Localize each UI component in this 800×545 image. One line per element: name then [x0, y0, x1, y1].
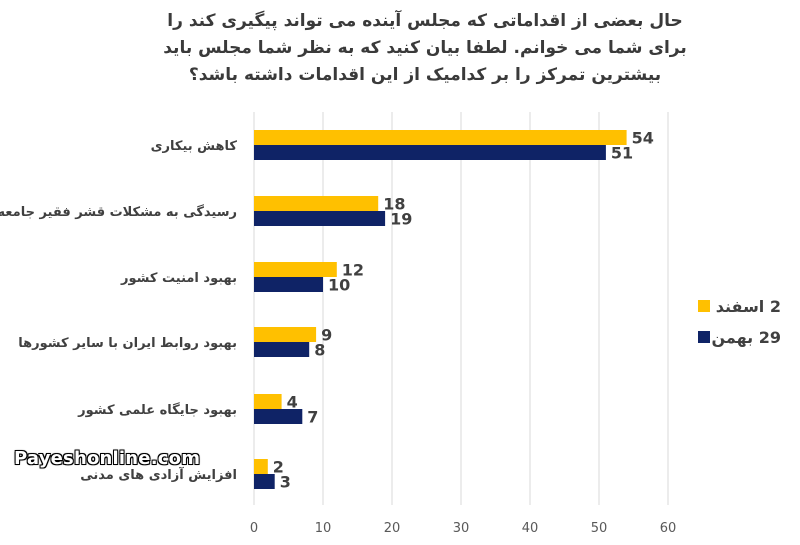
data-label: 3	[280, 473, 291, 492]
bar-esfand-2-3	[254, 327, 317, 342]
data-label: 54	[632, 129, 654, 148]
bar-esfand-2-0	[254, 130, 627, 145]
legend-label: 29 بهمن	[711, 328, 781, 347]
bar-bahman-29-0	[254, 145, 606, 160]
bar-bahman-29-1	[254, 211, 386, 226]
data-label: 7	[307, 408, 318, 427]
x-tick-label: 40	[522, 521, 539, 536]
data-label: 9	[321, 326, 332, 345]
bars	[254, 130, 627, 489]
watermark-text: Payeshonline.com	[14, 448, 201, 469]
data-label: 19	[390, 210, 412, 229]
legend: 2 اسفند 29 بهمن	[698, 297, 781, 347]
data-label: 10	[328, 276, 350, 295]
x-tick-label: 0	[250, 521, 258, 536]
bar-bahman-29-5	[254, 474, 275, 489]
x-tick-label: 60	[660, 521, 677, 536]
bar-bahman-29-2	[254, 277, 323, 292]
category-label: بهبود امنیت کشور	[120, 271, 237, 286]
category-label: بهبود جایگاه علمی کشور	[77, 402, 237, 418]
bar-esfand-2-2	[254, 262, 337, 277]
bar-esfand-2-4	[254, 394, 282, 409]
category-label: افزایش آزادی های مدنی	[80, 466, 237, 483]
data-label: 18	[383, 195, 405, 214]
data-label: 8	[314, 341, 325, 360]
x-axis-ticks: 0 10 20 30 40 50 60	[250, 521, 676, 536]
x-tick-label: 30	[453, 521, 470, 536]
x-tick-label: 50	[591, 521, 608, 536]
bar-esfand-2-5	[254, 459, 268, 474]
gridlines	[253, 112, 669, 505]
bar-bahman-29-4	[254, 409, 303, 424]
data-label: 51	[611, 144, 633, 163]
data-label: 2	[273, 458, 284, 477]
chart-title: حال بعضی از اقداماتی که مجلس آینده می تو…	[163, 11, 687, 85]
legend-label: 2 اسفند	[716, 297, 781, 316]
x-tick-label: 10	[315, 521, 332, 536]
bar-bahman-29-3	[254, 342, 310, 357]
x-tick-label: 20	[384, 521, 401, 536]
data-label: 12	[342, 261, 364, 280]
category-labels: کاهش بیکاری رسیدگی به مشکلات قشر فقیر جام…	[0, 139, 237, 483]
data-label: 4	[287, 393, 298, 412]
bar-esfand-2-1	[254, 196, 379, 211]
category-label: رسیدگی به مشکلات قشر فقیر جامعه	[0, 204, 237, 220]
legend-swatch	[698, 331, 710, 343]
category-label: کاهش بیکاری	[151, 139, 238, 154]
category-label: بهبود روابط ایران با سایر کشورها	[18, 336, 237, 351]
legend-swatch	[698, 300, 710, 312]
